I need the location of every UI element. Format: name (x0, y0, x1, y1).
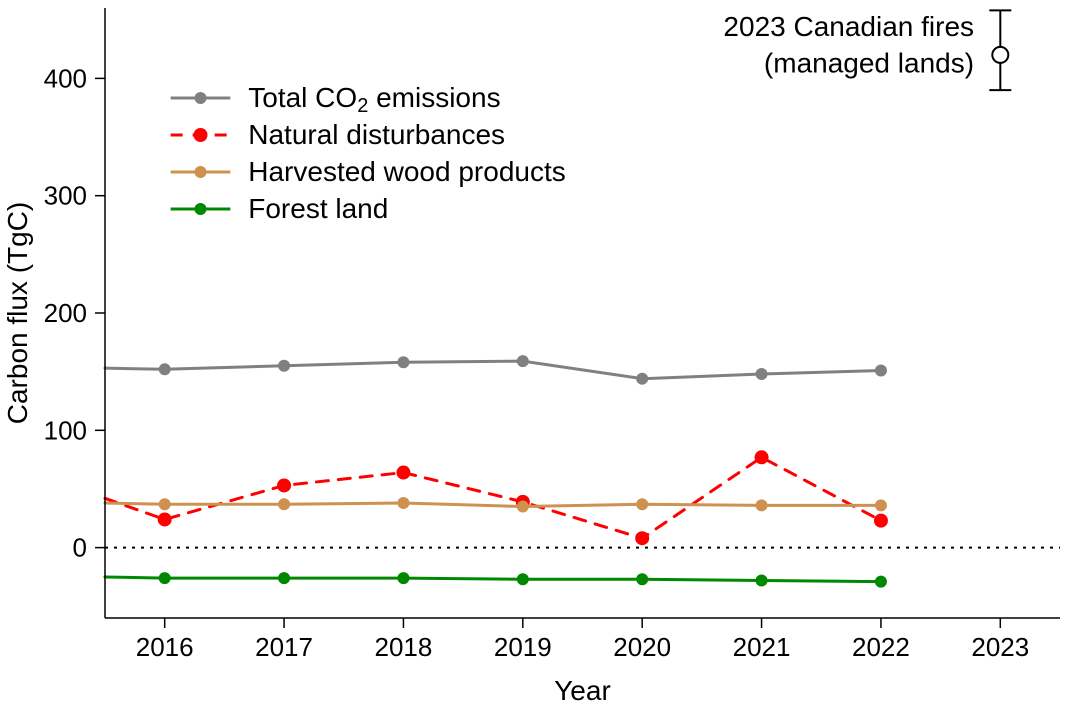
series-marker-forest_land (159, 572, 171, 584)
x-tick-label: 2017 (255, 632, 313, 662)
legend-swatch-marker (194, 128, 208, 142)
legend-label: Total CO2 emissions (248, 82, 500, 117)
series-marker-total_co2 (636, 373, 648, 385)
legend-swatch-marker (195, 203, 207, 215)
y-axis-label: Carbon flux (TgC) (2, 202, 33, 425)
x-tick-label: 2022 (852, 632, 910, 662)
x-tick-label: 2019 (494, 632, 552, 662)
legend-swatch-marker (195, 92, 207, 104)
series-marker-forest_land (636, 573, 648, 585)
fires-2023-marker (992, 47, 1008, 63)
series-marker-harvested_wood (875, 499, 887, 511)
series-marker-natural_disturbances (277, 478, 291, 492)
y-tick-label: 200 (44, 298, 87, 328)
series-marker-forest_land (875, 576, 887, 588)
y-tick-label: 400 (44, 63, 87, 93)
series-marker-forest_land (278, 572, 290, 584)
series-marker-total_co2 (875, 364, 887, 376)
series-marker-natural_disturbances (874, 514, 888, 528)
series-marker-total_co2 (756, 368, 768, 380)
x-tick-label: 2018 (375, 632, 433, 662)
legend-swatch-marker (195, 166, 207, 178)
x-tick-label: 2021 (733, 632, 791, 662)
legend-label: Harvested wood products (248, 156, 566, 187)
series-marker-natural_disturbances (755, 450, 769, 464)
series-marker-total_co2 (278, 360, 290, 372)
series-marker-harvested_wood (517, 501, 529, 513)
legend-label: Forest land (248, 193, 388, 224)
carbon-flux-chart: 2023 Canadian fires (managed lands) 0 100 20… (0, 0, 1065, 720)
y-tick-label: 0 (73, 533, 87, 563)
series-marker-natural_disturbances (635, 531, 649, 545)
series-marker-harvested_wood (636, 498, 648, 510)
series-marker-forest_land (397, 572, 409, 584)
y-tick-label: 300 (44, 181, 87, 211)
series-marker-total_co2 (517, 355, 529, 367)
series-marker-harvested_wood (278, 498, 290, 510)
series-marker-natural_disturbances (158, 512, 172, 526)
series-marker-forest_land (756, 574, 768, 586)
series-marker-forest_land (517, 573, 529, 585)
x-tick-label: 2023 (971, 632, 1029, 662)
series-marker-harvested_wood (159, 498, 171, 510)
series-marker-total_co2 (159, 363, 171, 375)
x-tick-label: 2020 (613, 632, 671, 662)
x-axis-label: Year (554, 675, 611, 706)
chart-svg: 2023 Canadian fires (managed lands) 0 100 20… (0, 0, 1065, 720)
series-marker-natural_disturbances (396, 466, 410, 480)
fires-2023-label: 2023 Canadian fires (723, 11, 974, 42)
y-tick-label: 100 (44, 415, 87, 445)
x-tick-label: 2016 (136, 632, 194, 662)
series-marker-total_co2 (397, 356, 409, 368)
series-marker-harvested_wood (397, 497, 409, 509)
series-marker-harvested_wood (756, 499, 768, 511)
fires-2023-label: (managed lands) (764, 48, 974, 79)
legend-label: Natural disturbances (248, 119, 505, 150)
